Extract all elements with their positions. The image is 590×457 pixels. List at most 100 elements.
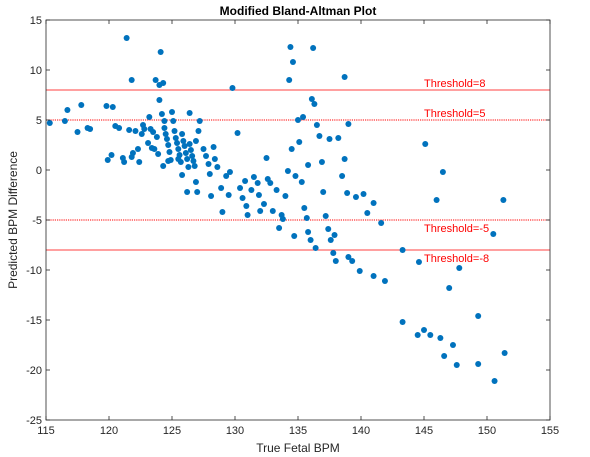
x-tick-label: 145 (415, 425, 433, 437)
data-point (161, 118, 168, 124)
data-point (194, 189, 201, 195)
data-point (78, 102, 85, 108)
data-point (170, 118, 177, 124)
data-point (126, 127, 133, 133)
data-point (345, 254, 352, 260)
data-point (453, 362, 460, 368)
data-point (475, 361, 482, 367)
data-point (163, 136, 170, 142)
data-point (289, 59, 296, 65)
data-point (192, 179, 199, 185)
data-point (181, 143, 188, 149)
data-point (313, 122, 320, 128)
data-point (184, 189, 191, 195)
data-point (218, 185, 225, 191)
y-tick-label: 5 (36, 115, 42, 127)
data-point (439, 169, 446, 175)
data-point (180, 138, 187, 144)
data-point (322, 213, 329, 219)
data-point (46, 120, 53, 126)
data-point (205, 161, 212, 167)
x-tick-label: 130 (226, 425, 244, 437)
data-point (160, 163, 167, 169)
data-point (284, 168, 291, 174)
threshold-label: Threshold=5 (424, 108, 485, 120)
data-point (196, 118, 203, 124)
data-point (186, 110, 193, 116)
data-point (175, 146, 182, 152)
data-point (330, 250, 337, 256)
data-point (108, 152, 115, 158)
y-tick-label: -5 (32, 215, 42, 227)
data-point (303, 215, 310, 221)
data-point (128, 77, 135, 83)
y-tick-label: -25 (26, 415, 42, 427)
data-point (156, 97, 163, 103)
data-point (229, 85, 236, 91)
y-tick-label: -15 (26, 315, 42, 327)
data-point (441, 353, 448, 359)
data-point (327, 237, 334, 243)
data-point (189, 153, 196, 159)
data-point (352, 194, 359, 200)
data-point (263, 155, 270, 161)
data-point (399, 247, 406, 253)
data-point (370, 200, 377, 206)
data-point (250, 174, 257, 180)
data-point (225, 192, 232, 198)
data-point (172, 135, 179, 141)
data-point (119, 155, 126, 161)
data-point (165, 158, 172, 164)
data-point (360, 191, 367, 197)
data-point (146, 114, 153, 120)
data-point (185, 164, 192, 170)
data-point (276, 225, 283, 231)
data-point (161, 125, 168, 131)
data-point (255, 192, 262, 198)
data-point (269, 208, 276, 214)
data-point (341, 156, 348, 162)
x-tick-label: 135 (289, 425, 307, 437)
data-points (46, 35, 508, 384)
data-point (223, 173, 230, 179)
data-point (378, 220, 385, 226)
data-point (446, 285, 453, 291)
data-point (490, 231, 497, 237)
x-tick-label: 125 (163, 425, 181, 437)
data-point (500, 197, 507, 203)
data-point (349, 258, 356, 264)
data-point (162, 131, 169, 137)
data-point (449, 342, 456, 348)
threshold-label: Threshold=-5 (424, 223, 489, 235)
data-point (456, 265, 463, 271)
data-point (206, 171, 213, 177)
x-tick-label: 140 (352, 425, 370, 437)
data-point (475, 313, 482, 319)
data-point (370, 273, 377, 279)
data-point (308, 96, 315, 102)
data-point (316, 133, 323, 139)
x-tick-label: 115 (37, 425, 55, 437)
data-point (152, 77, 159, 83)
data-point (148, 145, 155, 151)
x-tick-label: 155 (541, 425, 559, 437)
data-point (242, 178, 249, 184)
data-point (191, 163, 198, 169)
data-point (341, 74, 348, 80)
data-point (214, 164, 221, 170)
data-point (128, 154, 135, 160)
data-point (182, 150, 189, 156)
x-tick-label: 120 (100, 425, 118, 437)
data-point (422, 141, 429, 147)
data-point (239, 195, 246, 201)
data-point (344, 190, 351, 196)
data-point (287, 44, 294, 50)
data-point (244, 212, 251, 218)
x-tick-label: 150 (478, 425, 496, 437)
data-point (61, 118, 68, 124)
data-point (134, 146, 141, 152)
data-point (64, 107, 71, 113)
data-point (300, 114, 307, 120)
data-point (491, 378, 498, 384)
